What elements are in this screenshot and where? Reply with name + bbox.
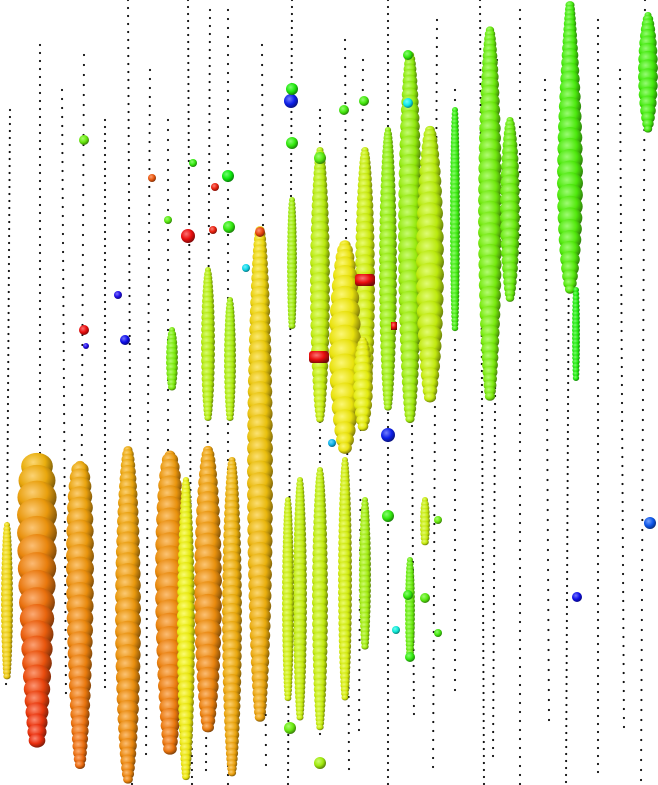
hit-sphere <box>382 510 394 522</box>
hit-sphere <box>505 294 515 302</box>
hit-sphere <box>286 137 298 149</box>
hit-sphere <box>288 323 296 330</box>
hit-sphere <box>572 592 582 602</box>
hit-sphere <box>341 694 349 701</box>
hit-sphere <box>314 152 326 164</box>
hit-sphere <box>644 517 656 529</box>
hit-sphere <box>120 335 130 345</box>
hit-sphere <box>204 414 212 422</box>
hit-sphere <box>181 229 195 243</box>
detector-string <box>408 128 416 722</box>
hit-sphere <box>403 50 413 60</box>
detector-string <box>478 0 486 785</box>
hit-sphere <box>339 105 349 115</box>
hit-sphere <box>405 652 415 662</box>
hit-sphere <box>403 590 413 600</box>
detector-string <box>144 68 152 762</box>
hit-sphere <box>642 119 654 129</box>
hit-sphere <box>316 416 324 423</box>
hit-sphere <box>423 392 437 403</box>
hit-sphere <box>316 724 324 731</box>
hit-sphere <box>392 626 400 634</box>
detector-string <box>491 58 499 762</box>
hit-sphere <box>357 421 369 432</box>
detector-string <box>286 0 294 785</box>
hit-sphere <box>168 383 176 391</box>
hit-sphere <box>434 516 442 524</box>
hit-sphere <box>284 94 298 108</box>
hit-sphere <box>211 183 219 191</box>
hit-sphere <box>189 159 197 167</box>
hit-sphere <box>163 743 177 755</box>
hit-sphere <box>148 174 156 182</box>
hit-marker <box>391 322 397 330</box>
hit-sphere <box>384 403 392 411</box>
hit-sphere <box>28 733 46 748</box>
hit-sphere <box>284 695 292 702</box>
hit-sphere <box>421 538 429 546</box>
hit-sphere <box>226 415 234 422</box>
hit-sphere <box>223 221 235 233</box>
hit-sphere <box>284 722 296 734</box>
detector-string <box>126 0 134 785</box>
hit-sphere <box>79 325 89 335</box>
hit-sphere <box>242 264 250 272</box>
hit-sphere <box>434 629 442 637</box>
hit-sphere <box>201 722 215 733</box>
detector-string <box>618 68 626 732</box>
hit-sphere <box>182 773 190 781</box>
hit-sphere <box>405 415 415 424</box>
hit-sphere <box>114 291 122 299</box>
hit-sphere <box>164 216 172 224</box>
hit-sphere <box>451 325 459 332</box>
hit-sphere <box>209 226 217 234</box>
hit-sphere <box>123 775 133 784</box>
hit-sphere <box>314 757 326 769</box>
hit-sphere <box>74 760 86 770</box>
hit-sphere <box>361 643 369 650</box>
hit-sphere <box>222 170 234 182</box>
detector-string <box>78 53 86 772</box>
hit-sphere <box>359 96 369 106</box>
hit-marker <box>309 351 329 363</box>
hit-sphere <box>328 439 336 447</box>
hit-sphere <box>381 428 395 442</box>
hit-sphere <box>564 285 576 294</box>
hit-marker <box>355 274 375 286</box>
hit-sphere <box>403 98 413 108</box>
hit-sphere <box>643 125 653 133</box>
hit-sphere <box>338 442 352 454</box>
hit-sphere <box>227 769 237 777</box>
hit-sphere <box>286 83 298 95</box>
detector-string <box>543 78 551 722</box>
hit-sphere <box>254 712 266 722</box>
hit-sphere <box>83 343 89 349</box>
hit-sphere <box>255 227 265 237</box>
detector-string <box>186 0 194 785</box>
hit-sphere <box>296 714 304 721</box>
hit-sphere <box>79 135 89 145</box>
hit-sphere <box>3 673 11 680</box>
hit-sphere <box>420 593 430 603</box>
hit-sphere <box>572 375 580 381</box>
detector-string <box>260 43 268 772</box>
detector-string <box>60 88 68 702</box>
hit-sphere <box>484 391 496 401</box>
